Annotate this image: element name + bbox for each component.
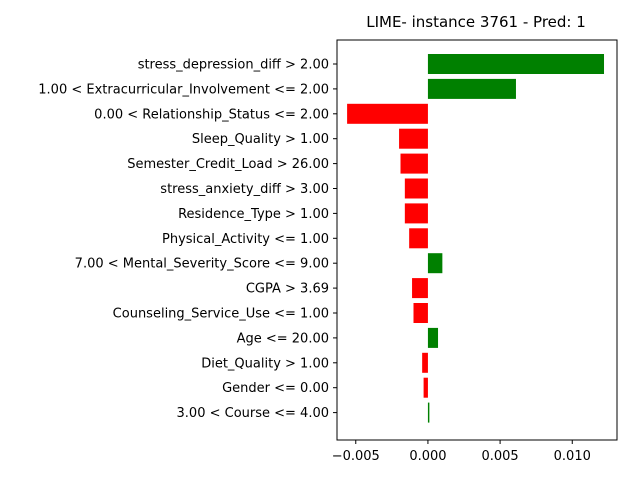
y-tick-label: Semester_Credit_Load > 26.00 — [127, 157, 329, 172]
x-tick-label: −0.005 — [332, 449, 380, 464]
bar — [427, 402, 430, 423]
y-tick-label: 3.00 < Course <= 4.00 — [177, 406, 329, 421]
bar — [427, 54, 605, 74]
y-tick-label: 1.00 < Extracurricular_Involvement <= 2.… — [38, 82, 329, 97]
bar — [413, 303, 428, 323]
plot-frame — [336, 39, 618, 441]
bar — [399, 128, 428, 149]
y-tick-label: Sleep_Quality > 1.00 — [192, 132, 329, 147]
y-tick-label: 7.00 < Mental_Severity_Score <= 9.00 — [75, 257, 329, 272]
y-tick-label: Gender <= 0.00 — [222, 381, 329, 396]
x-tick-label: 0.005 — [481, 449, 518, 464]
bar — [400, 153, 428, 174]
x-tick-label: 0.010 — [554, 449, 591, 464]
y-tick-label: Residence_Type > 1.00 — [178, 207, 329, 222]
bars-group — [347, 54, 605, 423]
bar — [422, 352, 428, 373]
bar — [423, 377, 428, 398]
y-tick-label: Counseling_Service_Use <= 1.00 — [113, 307, 329, 322]
y-tick-label: stress_anxiety_diff > 3.00 — [160, 182, 329, 197]
bar — [412, 278, 428, 299]
y-tick-label: 0.00 < Relationship_Status <= 2.00 — [94, 107, 329, 122]
y-tick-label: Physical_Activity <= 1.00 — [162, 232, 329, 247]
bar — [404, 178, 428, 199]
y-tick-label: stress_depression_diff > 2.00 — [138, 58, 329, 73]
bar — [427, 78, 516, 99]
y-tick-label: CGPA > 3.69 — [246, 282, 329, 297]
bar — [427, 327, 439, 348]
x-ticks-group: −0.005 0.000 0.005 0.010 — [332, 440, 591, 464]
bar — [427, 253, 443, 274]
y-ticks-group: stress_depression_diff > 2.00 1.00 < Extr… — [38, 58, 337, 421]
bar — [404, 203, 428, 224]
bar — [347, 103, 428, 124]
bar — [409, 228, 428, 249]
y-tick-label: Age <= 20.00 — [237, 331, 329, 346]
chart-title: LIME- instance 3761 - Pred: 1 — [366, 13, 586, 31]
x-tick-label: 0.000 — [409, 449, 446, 464]
y-tick-label: Diet_Quality > 1.00 — [201, 356, 329, 371]
